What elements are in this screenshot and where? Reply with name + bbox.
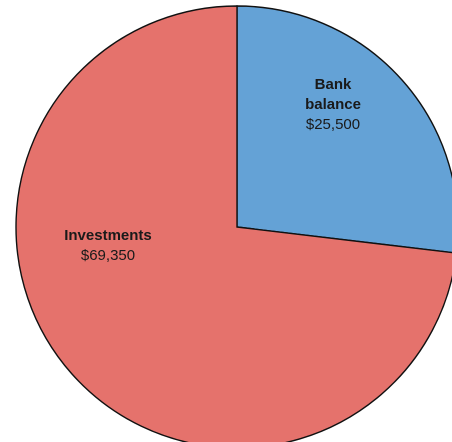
pie-slice-label: Investments $69,350: [64, 227, 152, 264]
pie-slice-bank-balance: [236, 5, 452, 254]
pie-slice-investments: [15, 5, 452, 442]
slice-name-line: Investments: [64, 227, 152, 244]
slice-value: $69,350: [81, 247, 135, 264]
pie-slices: [15, 5, 452, 442]
pie-labels: Bank balance $25,500 Investments $69,350: [64, 76, 361, 264]
pie-slice-label: Bank balance $25,500: [305, 76, 361, 133]
slice-name-line: balance: [305, 96, 361, 113]
slice-name-line: Bank: [315, 76, 352, 93]
slice-value: $25,500: [306, 116, 360, 133]
